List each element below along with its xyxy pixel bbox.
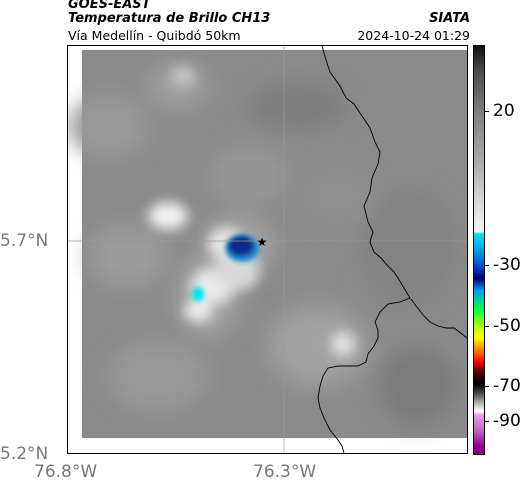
lat-label-5.2: 5.2°N (0, 444, 49, 464)
bright-clouds (148, 66, 355, 356)
colorbar-label-minus70: -70 (493, 376, 521, 396)
lat-label-5.7: 5.7°N (0, 231, 49, 251)
map-panel[interactable]: ★ (67, 45, 468, 454)
lon-label-76.8: 76.8°W (34, 462, 98, 482)
department-border-east (410, 298, 467, 339)
colorbar-tick (485, 111, 489, 112)
colorbar-label-minus50: -50 (493, 316, 521, 336)
colorbar-tick (485, 265, 489, 266)
satellite-title: GOES-EAST (68, 0, 151, 12)
colorbar-tick (485, 421, 489, 422)
colorbar-tick (485, 386, 489, 387)
colorbar-tick (485, 326, 489, 327)
datetime-label: 2024-10-24 01:29 (357, 28, 470, 43)
department-border (317, 46, 411, 453)
route-label: Vía Medellín - Quibdó 50km (68, 28, 241, 43)
product-title: Temperatura de Brillo CH13 (68, 11, 271, 26)
satellite-image: ★ (68, 46, 467, 453)
lon-label-76.3: 76.3°W (253, 462, 317, 482)
colorbar-label-20: 20 (493, 101, 515, 121)
colorbar-label-minus30: -30 (493, 255, 521, 275)
organization-label: SIATA (429, 11, 470, 26)
star-marker-icon: ★ (257, 235, 268, 249)
colorbar-label-minus90: -90 (493, 411, 521, 431)
colorbar (473, 45, 485, 455)
